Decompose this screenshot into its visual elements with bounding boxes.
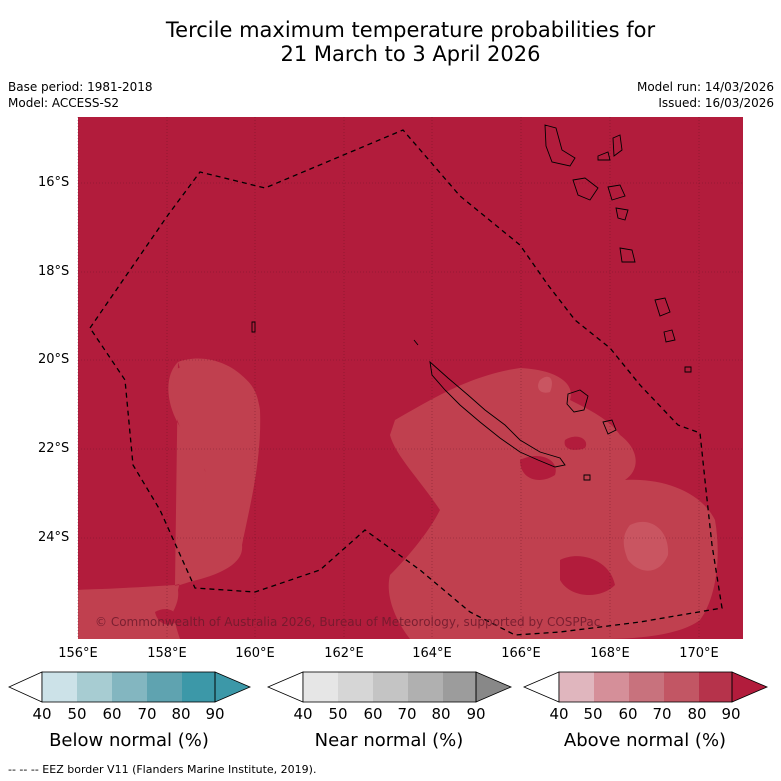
cb-near-tick-50: 50 [328, 705, 348, 723]
cb-below-bin-1 [42, 672, 77, 702]
cb-near-bin-4 [408, 672, 443, 702]
cb-below-bin-5 [182, 672, 215, 702]
coastlines [251, 124, 692, 481]
cb-near-max-triangle [475, 671, 513, 703]
model-name: Model: ACCESS-S2 [8, 96, 120, 110]
cb-above-tick-70: 70 [652, 705, 672, 723]
cb-below-label: Below normal (%) [49, 730, 209, 751]
cb-near-min-triangle [266, 671, 304, 703]
lat-label-20s: 20°S [38, 352, 70, 367]
cb-near-tick-60: 60 [363, 705, 383, 723]
new-caledonia-island [429, 360, 566, 468]
lon-label-170e: 170°E [679, 646, 719, 661]
small-island [251, 321, 692, 481]
prob-region-south-small [155, 609, 178, 625]
model-run: Model run: 14/03/2026 [636, 80, 774, 94]
cb-below-tick-90: 90 [205, 705, 225, 723]
cb-below-tick-60: 60 [102, 705, 122, 723]
cb-above-bin-3 [629, 672, 664, 702]
cb-near-bin-3 [373, 672, 408, 702]
cb-below-tick-80: 80 [171, 705, 191, 723]
lon-label-158e: 158°E [147, 646, 187, 661]
cb-above-tick-40: 40 [549, 705, 569, 723]
copyright-text: © Commonwealth of Australia 2026, Bureau… [95, 615, 600, 629]
title-line-2: 21 March to 3 April 2026 [280, 42, 541, 66]
vanuatu-islands-north [544, 124, 623, 167]
lon-label-162e: 162°E [324, 646, 364, 661]
cb-below-tick-40: 40 [32, 705, 52, 723]
lon-label-166e: 166°E [501, 646, 541, 661]
cb-above-tick-60: 60 [618, 705, 638, 723]
issued-date: Issued: 16/03/2026 [658, 96, 774, 110]
prob-region-darker [520, 436, 615, 596]
cb-above-bin-1 [559, 672, 594, 702]
lat-label-18s: 18°S [38, 264, 70, 279]
cb-near-tick-90: 90 [466, 705, 486, 723]
lat-label-22s: 22°S [38, 441, 70, 456]
cb-above-tick-50: 50 [583, 705, 603, 723]
cb-near-tick-70: 70 [397, 705, 417, 723]
cb-near-bin-1 [303, 672, 338, 702]
lat-label-24s: 24°S [38, 530, 70, 545]
lon-label-156e: 156°E [58, 646, 98, 661]
cb-near-bin-2 [338, 672, 373, 702]
vanuatu-islands-south [654, 297, 676, 343]
gridlines [77, 117, 743, 639]
lat-label-16s: 16°S [38, 175, 70, 190]
lon-label-160e: 160°E [235, 646, 275, 661]
cb-below-bin-2 [77, 672, 112, 702]
colorbar-above [522, 671, 769, 703]
base-period: Base period: 1981-2018 [8, 80, 153, 94]
map-title: Tercile maximum temperature probabilitie… [0, 18, 781, 66]
cb-below-bin-3 [112, 672, 147, 702]
cb-above-bin-5 [699, 672, 732, 702]
prob-region-west-2 [78, 363, 259, 639]
cb-near-tick-80: 80 [431, 705, 451, 723]
colorbar-below [8, 671, 252, 703]
cb-above-max-triangle [731, 671, 769, 703]
eez-border [89, 129, 723, 636]
prob-region-lighter [538, 376, 669, 571]
lon-label-164e: 164°E [412, 646, 452, 661]
meta-right: Model run: 14/03/2026 Issued: 16/03/2026 [637, 79, 774, 111]
prob-region-southeast [388, 368, 718, 639]
cb-above-bin-4 [664, 672, 699, 702]
colorbar-near [266, 671, 513, 703]
title-line-1: Tercile maximum temperature probabilitie… [165, 18, 656, 42]
cb-near-tick-40: 40 [293, 705, 313, 723]
cb-above-tick-90: 90 [721, 705, 741, 723]
cb-below-bin-4 [147, 672, 182, 702]
cb-below-min-triangle [8, 671, 43, 703]
loyalty-island-2 [602, 419, 617, 435]
cb-below-tick-50: 50 [67, 705, 87, 723]
cb-below-max-triangle [214, 671, 252, 703]
cb-near-label: Near normal (%) [314, 730, 464, 751]
cb-below-tick-70: 70 [137, 705, 157, 723]
vanuatu-islands-mid [572, 177, 636, 263]
cb-above-label: Above normal (%) [563, 730, 727, 751]
eez-legend-footer: -- -- -- EEZ border V11 (Flanders Marine… [8, 763, 317, 776]
lon-label-168e: 168°E [590, 646, 630, 661]
meta-left: Base period: 1981-2018 Model: ACCESS-S2 [8, 79, 153, 111]
cb-above-bin-2 [594, 672, 629, 702]
cb-above-min-triangle [522, 671, 560, 703]
cb-near-bin-5 [443, 672, 476, 702]
loyalty-island-1 [566, 389, 589, 413]
cb-above-tick-80: 80 [687, 705, 707, 723]
